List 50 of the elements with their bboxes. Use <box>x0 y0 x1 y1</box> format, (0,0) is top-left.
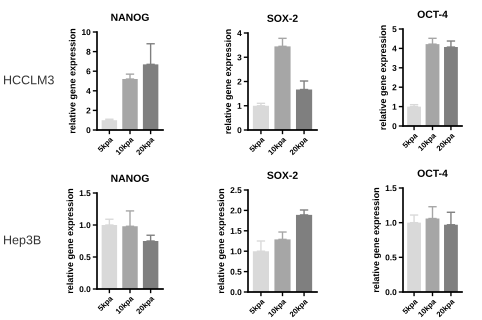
y-tick-label: 0.5 <box>79 254 91 260</box>
y-tick-label: 3 <box>392 65 396 71</box>
chart-title: OCT-4 <box>418 170 448 177</box>
y-tick-label: 1.0 <box>230 248 242 254</box>
y-axis-title: relative gene expression <box>68 28 78 134</box>
y-tick-label: 0.0 <box>79 286 90 292</box>
y-tick-label: 8 <box>86 48 90 55</box>
y-tick-label: 0 <box>237 127 242 134</box>
y-tick-label: 1 <box>392 104 397 110</box>
y-tick-label: 1.0 <box>80 222 90 228</box>
bar <box>102 120 118 130</box>
y-tick-label: 1.5 <box>230 228 242 234</box>
chart-title: OCT-4 <box>418 10 448 18</box>
y-tick-label: 6 <box>86 68 90 74</box>
bar <box>407 106 421 126</box>
bar <box>122 79 138 130</box>
y-tick-label: 1 <box>238 103 242 109</box>
y-tick-label: 0.5 <box>230 268 242 275</box>
y-tick-label: 1.5 <box>386 185 397 192</box>
y-tick-label: 4 <box>237 30 242 36</box>
y-axis-title: relative gene expression <box>379 25 388 130</box>
text: HCCLM3 <box>4 76 54 84</box>
y-axis-title: relative gene expression <box>224 29 233 134</box>
y-tick-label: 0.0 <box>385 289 396 296</box>
y-tick-label: 2.0 <box>230 208 242 214</box>
y-tick-label: 2 <box>237 78 242 85</box>
y-tick-label: 5 <box>392 26 397 32</box>
y-axis-title: relative gene expression <box>66 188 75 294</box>
y-tick-label: 0.5 <box>385 254 397 260</box>
y-tick-label: 3 <box>237 54 242 60</box>
y-axis-title: relative gene expression <box>372 188 381 292</box>
y-tick-label: 2 <box>392 84 396 90</box>
y-tick-label: 4 <box>86 88 91 94</box>
bar <box>296 214 312 292</box>
y-tick-label: 1.5 <box>80 190 91 196</box>
chart-title: NANOG <box>111 174 149 182</box>
chart-title: SOX-2 <box>267 14 298 22</box>
y-tick-label: 1.0 <box>386 220 396 226</box>
y-tick-label: 4 <box>392 46 397 52</box>
y-tick-label: 0 <box>392 123 396 130</box>
y-tick-label: 0 <box>86 127 90 134</box>
y-tick-label: 2 <box>86 108 90 114</box>
bar <box>252 106 270 130</box>
y-axis-title: relative gene expression <box>218 188 226 294</box>
y-tick-label: 2.5 <box>230 187 242 194</box>
y-tick-label: 10 <box>82 29 90 36</box>
text: Hep3B <box>4 236 41 247</box>
chart-title: NANOG <box>111 14 149 21</box>
y-tick-label: 0.0 <box>230 289 242 296</box>
chart-title: SOX-2 <box>267 172 298 179</box>
